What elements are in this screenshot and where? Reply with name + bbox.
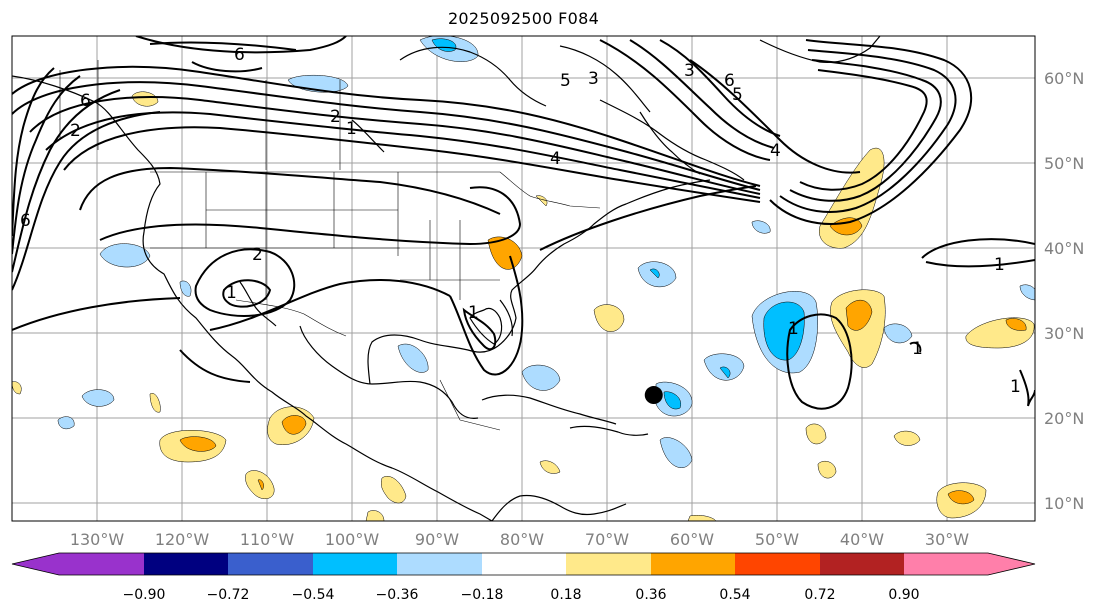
contour-label: 3 (684, 61, 695, 81)
lon-label: 120°W (155, 530, 210, 549)
contour-label: 1 (226, 283, 237, 303)
lat-label: 30°N (1044, 324, 1084, 343)
colorbar-tick-label: −0.36 (376, 587, 419, 603)
colorbar-tick-label: 0.36 (635, 587, 666, 603)
colorbar-tick-label: 0.90 (888, 587, 919, 603)
colorbar-segment (482, 553, 566, 575)
longitude-labels: 130°W 120°W 110°W 100°W 90°W 80°W 70°W 6… (70, 530, 969, 549)
contour-label: 1 (346, 119, 357, 139)
contour-label: 6 (234, 45, 245, 65)
lon-label: 90°W (415, 530, 459, 549)
lat-label: 50°N (1044, 154, 1084, 173)
contour-label: 1 (1010, 377, 1021, 397)
lat-label: 60°N (1044, 69, 1084, 88)
contour-label: 2 (330, 107, 341, 127)
map-frame (11, 35, 1036, 522)
colorbar-tick-label: −0.18 (461, 587, 504, 603)
contour-labels: 6 6 6 2 2 1 5 3 3 6 5 4 4 2 1 1 1 1 1 1 (20, 45, 1021, 397)
contour-label: 2 (70, 121, 81, 141)
colorbar-segment (59, 553, 144, 575)
contour-label: 6 (724, 71, 735, 91)
colorbar-tick-label: −0.72 (207, 587, 250, 603)
colorbar-tick-label: −0.90 (123, 587, 166, 603)
colorbar-segment (397, 553, 482, 575)
colorbar-segment (144, 553, 228, 575)
contour-label: 1 (912, 339, 923, 359)
colorbar-segment (820, 553, 904, 575)
colorbar-extend-high (988, 553, 1035, 575)
contour-label: 5 (560, 71, 571, 91)
contour-label: 3 (588, 69, 599, 89)
colorbar-segment (651, 553, 735, 575)
lat-label: 10°N (1044, 494, 1084, 513)
lon-label: 80°W (500, 530, 544, 549)
contour-label: 1 (468, 303, 479, 323)
colorbar-tick-label: 0.72 (804, 587, 835, 603)
colorbar-tick-label: 0.54 (719, 587, 750, 603)
lon-label: 110°W (240, 530, 295, 549)
lat-label: 40°N (1044, 239, 1084, 258)
colorbar-segment (735, 553, 820, 575)
latitude-labels: 60°N 50°N 40°N 30°N 20°N 10°N (1044, 69, 1084, 513)
contour-label: 6 (20, 211, 31, 231)
coastlines (12, 36, 881, 521)
colorbar-segment (313, 553, 397, 575)
colorbar-tick-label: 0.18 (550, 587, 581, 603)
contour-label: 4 (770, 141, 781, 161)
height-contours (12, 36, 1035, 410)
contour-label: 6 (80, 91, 91, 111)
contour-label: 5 (732, 85, 743, 105)
colorbar-segment (904, 553, 988, 575)
map-title: 2025092500 F084 (447, 9, 600, 28)
contour-label: 1 (788, 319, 799, 339)
colorbar-segment (228, 553, 313, 575)
lon-label: 130°W (70, 530, 125, 549)
contour-label: 4 (550, 149, 561, 169)
contour-label: 2 (252, 245, 263, 265)
colorbar-extend-low (12, 553, 59, 575)
lon-label: 50°W (755, 530, 799, 549)
lon-label: 100°W (325, 530, 380, 549)
lon-label: 30°W (925, 530, 969, 549)
political-borders (59, 60, 601, 431)
lat-label: 20°N (1044, 409, 1084, 428)
negative-anomaly-fills (57, 36, 1035, 468)
map-content: 6 6 6 2 2 1 5 3 3 6 5 4 4 2 1 1 1 1 1 1 (12, 36, 1035, 521)
colorbar: −0.90 −0.72 −0.54 −0.36 −0.18 0.18 0.36 … (11, 552, 1036, 603)
lon-label: 40°W (840, 530, 884, 549)
lon-label: 70°W (585, 530, 629, 549)
lon-label: 60°W (670, 530, 714, 549)
contour-label: 1 (994, 255, 1005, 275)
storm-position-marker (644, 386, 663, 405)
colorbar-segment (566, 553, 651, 575)
colorbar-tick-label: −0.54 (292, 587, 335, 603)
